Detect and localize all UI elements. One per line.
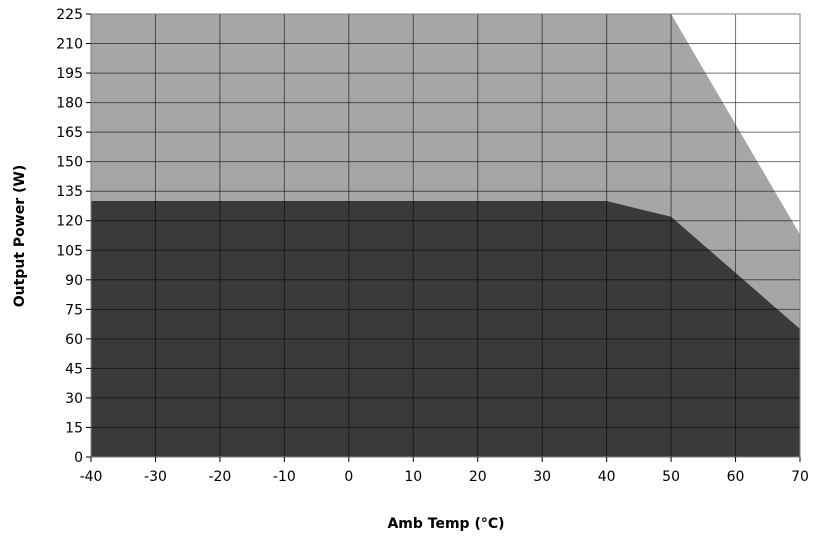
x-tick-label: 50 <box>662 469 680 485</box>
x-axis-title: Amb Temp (°C) <box>387 516 504 532</box>
plot-frame <box>90 13 801 458</box>
x-tick-label: -40 <box>80 469 103 485</box>
x-tick-label: 60 <box>727 469 745 485</box>
y-tick-label: 60 <box>65 332 83 348</box>
y-tick-label: 120 <box>56 214 83 230</box>
area-series-group <box>91 14 800 457</box>
y-tick-label: 0 <box>74 450 83 466</box>
x-tick-label: 20 <box>469 469 487 485</box>
y-tick-label: 15 <box>65 420 83 436</box>
x-tick-label: -10 <box>273 469 296 485</box>
x-tick-label: -20 <box>208 469 231 485</box>
y-tick-label: 150 <box>56 155 83 171</box>
area-series-2 <box>91 201 800 457</box>
y-tick-label: 45 <box>65 361 83 377</box>
y-tick-label: 210 <box>56 37 83 53</box>
x-axis-ticks: -40 -30 -20 -10 0 10 20 30 40 50 60 70 <box>80 457 809 485</box>
y-tick-label: 135 <box>56 184 83 200</box>
x-tick-label: 10 <box>404 469 422 485</box>
y-axis-ticks: 0 15 30 45 60 75 90 105 120 135 150 165 180 195 210 225 <box>56 7 91 466</box>
gridlines <box>90 13 801 458</box>
x-tick-label: 0 <box>344 469 353 485</box>
y-tick-label: 195 <box>56 66 83 82</box>
x-tick-label: 30 <box>533 469 551 485</box>
y-tick-label: 75 <box>65 302 83 318</box>
y-axis-title: Output Power (W) <box>12 165 28 307</box>
x-tick-label: 40 <box>598 469 616 485</box>
y-tick-label: 30 <box>65 391 83 407</box>
y-tick-label: 90 <box>65 273 83 289</box>
y-tick-label: 165 <box>56 125 83 141</box>
y-tick-label: 225 <box>56 7 83 23</box>
x-tick-label: 70 <box>791 469 809 485</box>
x-tick-label: -30 <box>144 469 167 485</box>
y-tick-label: 180 <box>56 96 83 112</box>
y-tick-label: 105 <box>56 243 83 259</box>
